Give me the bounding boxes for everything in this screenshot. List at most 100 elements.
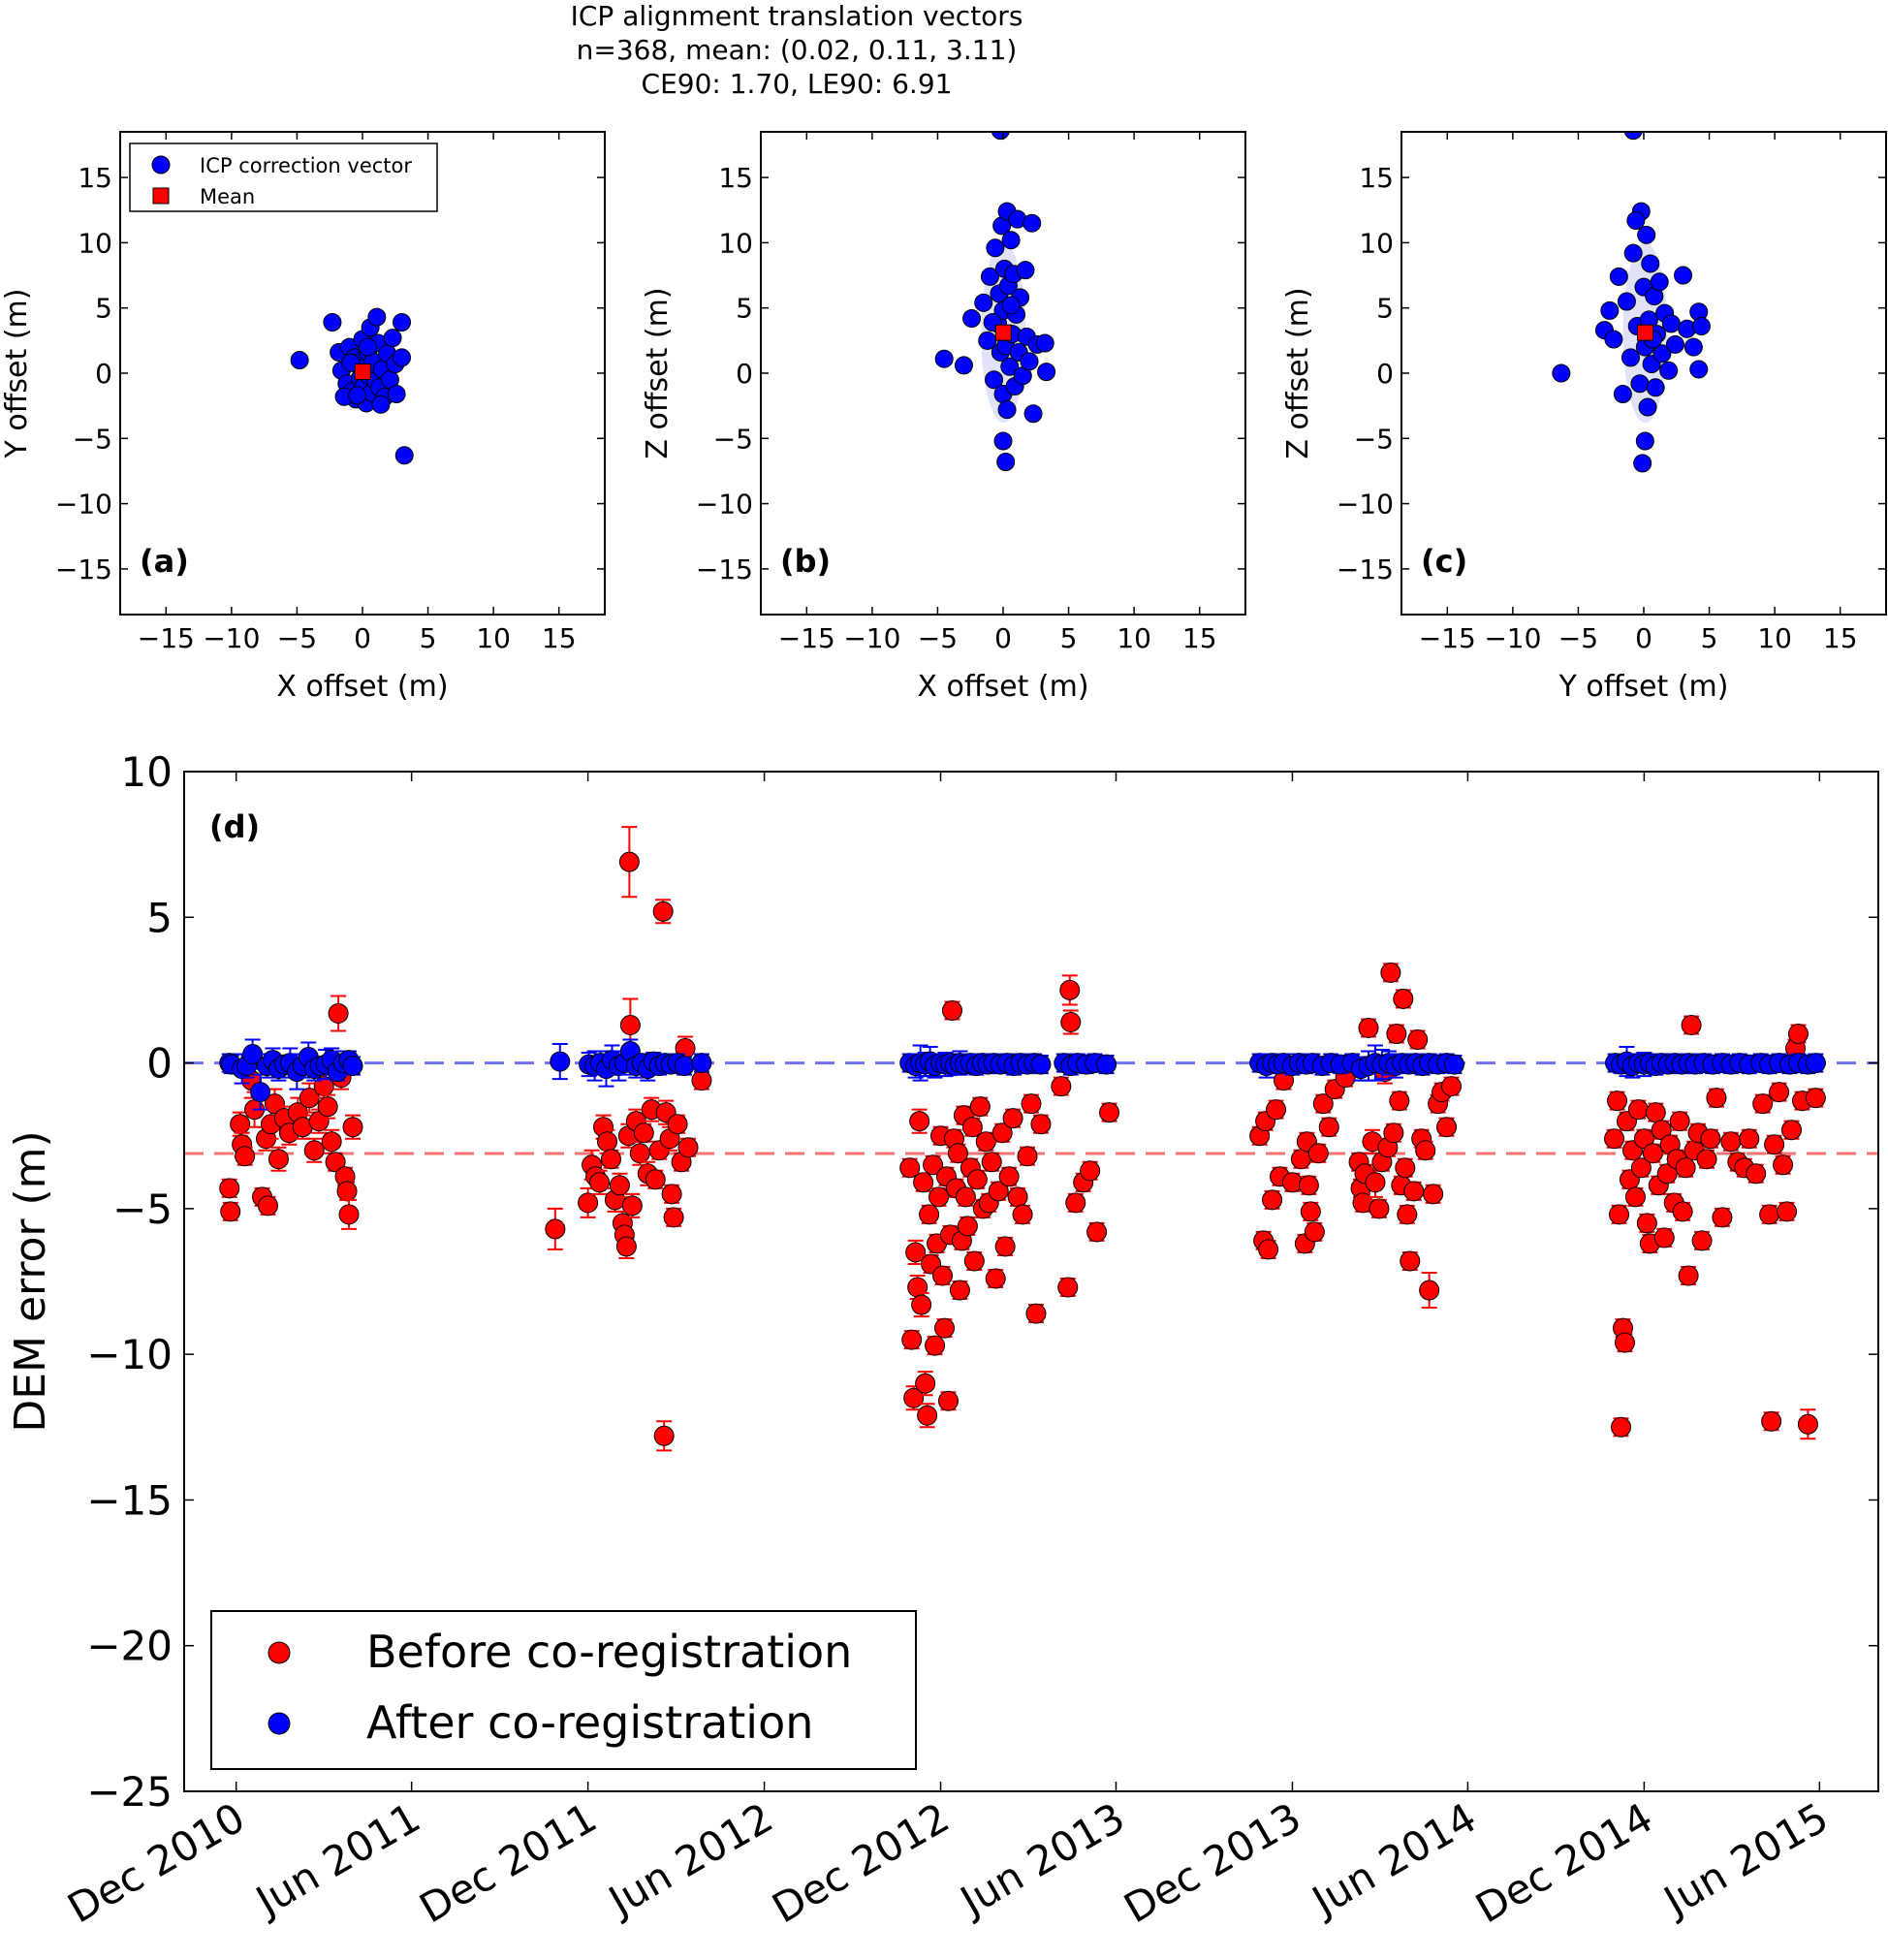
icp-correction-point	[993, 431, 1013, 451]
panel-label: (b)	[780, 543, 831, 580]
before-point	[1656, 1163, 1678, 1185]
before-point	[1609, 1204, 1630, 1225]
before-point	[342, 1117, 363, 1138]
before-point	[321, 1131, 342, 1153]
y-tick-label: −25	[86, 1768, 173, 1816]
after-series	[219, 1038, 1826, 1111]
before-point	[336, 1181, 358, 1202]
before-point	[1624, 1186, 1646, 1208]
before-point	[1436, 1117, 1458, 1138]
before-point	[1007, 1186, 1028, 1208]
before-point	[1752, 1093, 1774, 1115]
icp-correction-point	[387, 385, 406, 404]
mean-marker	[994, 324, 1012, 341]
before-point	[1086, 1221, 1108, 1243]
before-point	[1706, 1088, 1727, 1109]
icp-correction-point	[1037, 363, 1056, 382]
y-tick-label: −5	[73, 423, 112, 455]
before-point	[619, 1014, 641, 1035]
before-point	[1307, 1143, 1329, 1164]
x-tick-label: Jun 2015	[1653, 1793, 1836, 1926]
x-tick-label: 10	[1757, 622, 1792, 654]
legend-marker-before	[267, 1641, 291, 1664]
before-point	[1759, 1204, 1780, 1225]
x-tick-label: Jun 2011	[246, 1793, 428, 1926]
before-point	[947, 1143, 968, 1164]
title-line-3: CE90: 1.70, LE90: 6.91	[642, 68, 953, 100]
before-point	[934, 1317, 956, 1339]
x-tick-label: 15	[1823, 622, 1858, 654]
before-point	[303, 1140, 325, 1161]
before-point	[915, 1373, 936, 1394]
icp-correction-point	[323, 313, 342, 332]
before-point	[957, 1216, 978, 1237]
legend-label-after: After co-registration	[366, 1696, 813, 1749]
after-point	[550, 1051, 571, 1072]
before-point	[1691, 1230, 1713, 1251]
y-tick-label: 0	[95, 358, 112, 390]
icp-correction-point	[1633, 454, 1652, 473]
before-point	[1645, 1102, 1666, 1123]
icp-correction-point	[1650, 272, 1669, 292]
before-point	[913, 1172, 934, 1193]
before-point	[653, 1425, 675, 1446]
y-tick-label: −10	[86, 1331, 173, 1378]
y-tick-label: 0	[146, 1040, 173, 1088]
icp-correction-point	[1638, 397, 1657, 417]
before-point	[652, 901, 674, 922]
before-point	[1298, 1175, 1319, 1196]
x-tick-label: 10	[1117, 622, 1151, 654]
icp-correction-point	[1691, 317, 1711, 336]
before-point	[1681, 1014, 1702, 1035]
before-point	[937, 1390, 959, 1411]
plot-area	[290, 307, 414, 465]
x-tick-label: −5	[277, 622, 317, 654]
before-point	[578, 1192, 599, 1214]
before-point	[1642, 1143, 1663, 1164]
before-point	[1419, 1280, 1440, 1301]
plot-area	[184, 826, 1878, 1452]
before-point	[1400, 1250, 1421, 1272]
icp-correction-point	[1617, 292, 1636, 311]
icp-correction-point	[985, 370, 1004, 390]
icp-correction-point	[986, 238, 1005, 258]
before-point	[961, 1117, 983, 1138]
y-axis-label: Z offset (m)	[641, 287, 675, 458]
x-tick-label: Jun 2014	[1302, 1793, 1484, 1926]
icp-correction-point	[1623, 243, 1643, 263]
legend-box	[210, 1610, 917, 1770]
icp-correction-point	[1641, 254, 1660, 273]
before-point	[267, 1149, 289, 1170]
icp-correction-point	[1020, 352, 1039, 371]
x-axis-label: X offset (m)	[917, 670, 1088, 704]
before-point	[1746, 1163, 1767, 1185]
before-point	[230, 1114, 251, 1135]
icp-correction-point	[1023, 213, 1042, 233]
before-point	[1304, 1221, 1325, 1243]
legend-label-mean: Mean	[200, 185, 255, 208]
icp-correction-point	[1689, 360, 1709, 379]
legend-marker-mean	[152, 187, 170, 205]
x-axis-label: Y offset (m)	[1558, 670, 1729, 704]
icp-correction-point	[962, 308, 982, 328]
before-point	[663, 1207, 684, 1228]
before-point	[1777, 1201, 1798, 1222]
panel-label: (c)	[1421, 543, 1467, 580]
before-point	[1764, 1134, 1785, 1155]
icp-correction-point	[1613, 385, 1632, 404]
x-tick-label: −10	[843, 622, 900, 654]
before-point	[1397, 1204, 1418, 1225]
title-line-2: n=368, mean: (0.02, 0.11, 3.11)	[577, 34, 1018, 66]
before-point	[1017, 1146, 1038, 1167]
x-tick-label: Jun 2013	[950, 1793, 1132, 1926]
before-point	[609, 1175, 630, 1196]
icp-correction-point	[1023, 404, 1043, 424]
x-tick-label: −15	[778, 622, 835, 654]
x-tick-label: Dec 2011	[412, 1793, 605, 1932]
x-tick-label: Jun 2012	[599, 1793, 781, 1926]
before-point	[899, 1157, 921, 1179]
y-tick-label: −5	[1354, 423, 1394, 455]
before-point	[597, 1131, 618, 1153]
